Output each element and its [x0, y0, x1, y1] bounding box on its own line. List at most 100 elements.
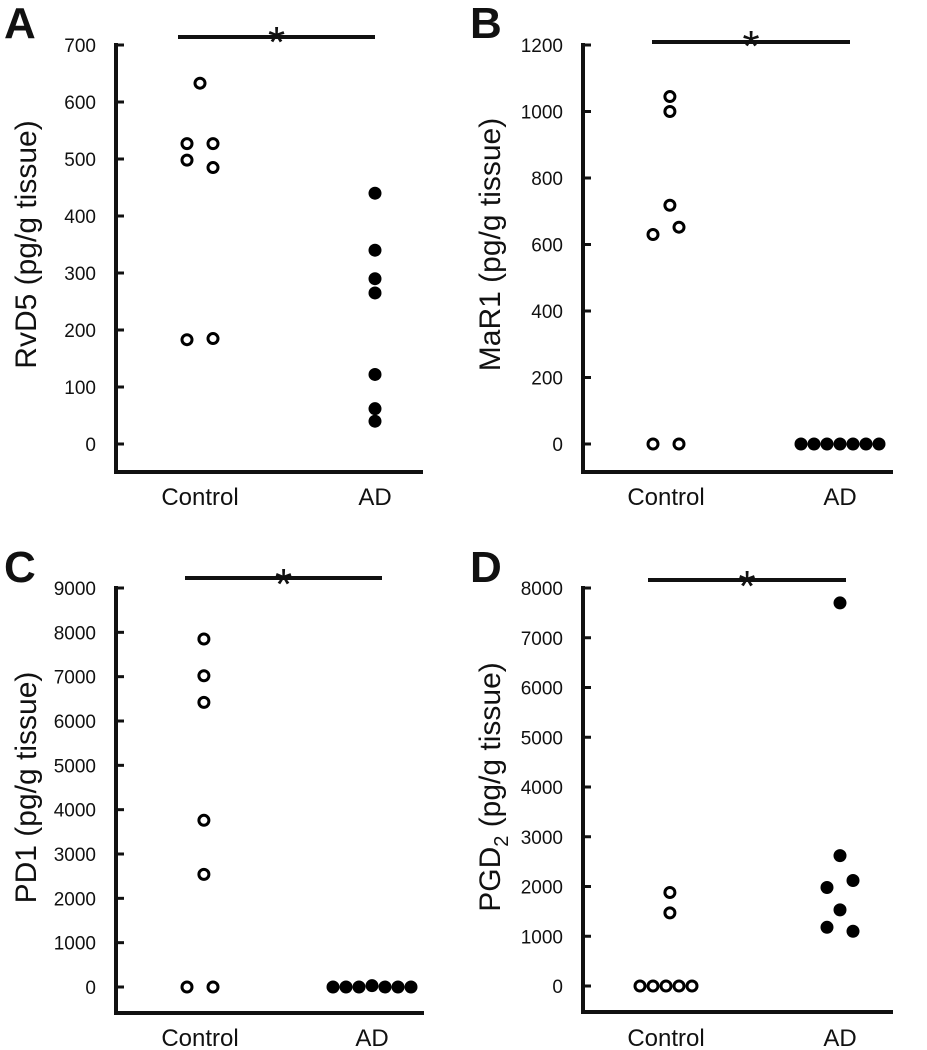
y-tick-label: 400 [64, 207, 96, 228]
ad-point [339, 980, 353, 994]
ad-point [859, 437, 873, 451]
ad-point [846, 437, 860, 451]
y-tick-label: 0 [552, 977, 563, 998]
control-point [672, 437, 686, 451]
y-tick-label: 800 [531, 169, 563, 190]
y-axis-title: PGD2 (pg/g tissue) [474, 662, 513, 912]
ad-point [368, 402, 382, 416]
x-category-label: AD [358, 484, 391, 511]
significance-star: * [738, 562, 755, 611]
control-point [180, 137, 194, 151]
y-tick-label: 6000 [54, 712, 96, 733]
y-tick-label: 2000 [521, 878, 563, 899]
y-tick-label: 6000 [521, 679, 563, 700]
y-tick-label: 300 [64, 264, 96, 285]
control-point [646, 228, 660, 242]
y-tick-label: 5000 [54, 756, 96, 777]
y-axis-title-main: RvD5 (pg/g tissue) [10, 120, 43, 368]
y-tick-label: 600 [64, 93, 96, 114]
control-point [206, 137, 220, 151]
y-tick-label: 7000 [54, 668, 96, 689]
control-point [663, 885, 677, 899]
x-category-label: Control [627, 484, 704, 511]
ad-point [807, 437, 821, 451]
panel-letter-a: A [4, 0, 36, 48]
significance-star: * [275, 560, 292, 609]
y-axis-title-subscript: 2 [491, 836, 513, 847]
ad-point [391, 980, 405, 994]
axis-lines-b [581, 43, 893, 474]
control-point [193, 76, 207, 90]
ad-point [404, 980, 418, 994]
control-point [646, 437, 660, 451]
ad-point [846, 874, 860, 888]
y-tick-label: 100 [64, 378, 96, 399]
control-point [659, 979, 673, 993]
control-point [206, 332, 220, 346]
y-tick-label: 400 [531, 302, 563, 323]
control-point [633, 979, 647, 993]
panel-d: D 0 1000 2000 3000 4000 5000 6000 7000 8000 Contro… [470, 543, 893, 1050]
control-point [197, 695, 211, 709]
ad-point [326, 980, 340, 994]
control-point [663, 198, 677, 212]
ad-point [820, 920, 834, 934]
control-point [646, 979, 660, 993]
y-tick-label: 2000 [54, 889, 96, 910]
control-point [180, 333, 194, 347]
ad-point [378, 980, 392, 994]
ad-point [365, 979, 379, 993]
y-tick-label: 3000 [54, 845, 96, 866]
panel-a: A 0 100 200 300 400 500 600 700 Control AD RvD5 (pg… [4, 0, 423, 511]
y-tick-label: 8000 [54, 623, 96, 644]
y-tick-label: 7000 [521, 629, 563, 650]
y-tick-label: 0 [85, 978, 96, 999]
y-tick-label: 0 [85, 435, 96, 456]
ad-point [872, 437, 886, 451]
ad-point [352, 980, 366, 994]
y-tick-label: 9000 [54, 579, 96, 600]
ad-point [368, 286, 382, 300]
y-tick-label: 8000 [521, 579, 563, 600]
ad-point [368, 272, 382, 286]
ad-point [833, 596, 847, 610]
control-point [206, 161, 220, 175]
x-category-label: AD [823, 1025, 856, 1050]
control-point [663, 90, 677, 104]
ad-point [368, 367, 382, 381]
panel-c: C 0 1000 2000 3000 4000 5000 6000 7000 8000 9000 Co… [4, 543, 424, 1050]
control-point [663, 906, 677, 920]
significance-star: * [742, 22, 759, 71]
y-tick-label: 1000 [521, 927, 563, 948]
y-tick-label: 0 [552, 435, 563, 456]
y-tick-label: 1200 [521, 36, 563, 57]
x-category-label: Control [627, 1025, 704, 1050]
significance-star: * [268, 18, 285, 67]
y-tick-label: 3000 [521, 828, 563, 849]
ad-point [820, 880, 834, 894]
control-point [197, 632, 211, 646]
x-category-label: Control [161, 1025, 238, 1050]
y-tick-label: 1000 [521, 103, 563, 124]
y-axis-title-main: MaR1 (pg/g tissue) [474, 118, 507, 371]
control-point [197, 669, 211, 683]
control-point [197, 813, 211, 827]
control-point [663, 105, 677, 118]
y-tick-label: 200 [531, 369, 563, 390]
y-tick-label: 4000 [54, 801, 96, 822]
y-tick-label: 5000 [521, 728, 563, 749]
ad-point [368, 414, 382, 428]
y-tick-label: 600 [531, 236, 563, 257]
y-tick-label: 500 [64, 150, 96, 171]
control-point [180, 153, 194, 167]
x-category-label: AD [823, 484, 856, 511]
panel-letter-c: C [4, 543, 36, 592]
y-axis-title: MaR1 (pg/g tissue) [474, 118, 507, 371]
y-tick-label: 1000 [54, 934, 96, 955]
ad-point [846, 924, 860, 938]
axis-lines-a [114, 43, 423, 474]
control-point [180, 980, 194, 994]
y-tick-label: 700 [64, 36, 96, 57]
panel-letter-d: D [470, 543, 502, 592]
